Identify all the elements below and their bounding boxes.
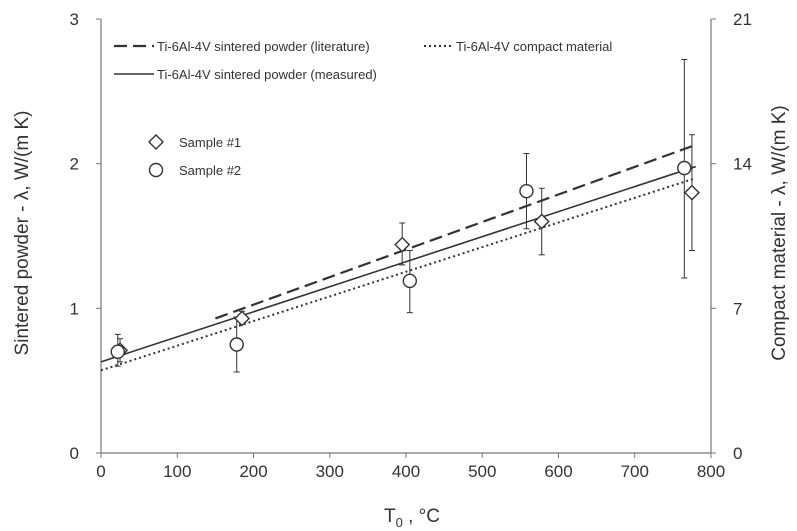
y-right-tick-label: 0 [733, 444, 742, 463]
fit-lines [100, 143, 697, 372]
data-point-circle [519, 183, 534, 199]
data-point-circle [229, 337, 244, 352]
y-left-tick-label: 1 [70, 299, 79, 318]
y-left-tick-label: 3 [70, 10, 79, 29]
y-axis-left-label: Sintered powder - λ, W/(m K) [12, 111, 33, 356]
y-right-tick-label: 14 [733, 155, 752, 174]
x-tick-label: 400 [392, 462, 420, 481]
data-point-circle [110, 344, 125, 359]
y-axis-right-label: Compact material - λ, W/(m K) [769, 105, 790, 360]
ticks: 0 100 200 300 400 500 600 700 800 0 1 2 3 0 7 14 21 [70, 10, 752, 481]
x-axis-label-main: T [384, 506, 396, 527]
data-point-circle [677, 160, 692, 176]
y-left-tick-label: 0 [70, 444, 79, 463]
legend-label: Ti-6Al-4V sintered powder (literature) [157, 39, 370, 54]
x-axis-label: T0 , °C [384, 506, 440, 530]
legend: Ti-6Al-4V sintered powder (literature) Ti… [114, 39, 612, 178]
legend-marker-circle [148, 162, 164, 178]
legend-label: Ti-6Al-4V compact material [456, 39, 612, 54]
legend-marker-diamond [148, 134, 164, 150]
data-point-diamond [533, 213, 550, 230]
y-right-tick-label: 7 [733, 299, 742, 318]
x-tick-label: 100 [163, 462, 191, 481]
data-point-circle [402, 273, 418, 289]
legend-label: Ti-6Al-4V sintered powder (measured) [157, 67, 377, 82]
x-tick-label: 200 [239, 462, 267, 481]
x-axis-label-subscript: 0 [396, 515, 403, 530]
x-tick-label: 700 [621, 462, 649, 481]
fit-line-dashed [215, 143, 697, 320]
y-left-tick-label: 2 [70, 155, 79, 174]
axes [100, 19, 712, 454]
data-markers [110, 160, 700, 359]
legend-label: Sample #2 [179, 163, 241, 178]
fit-line-dotted [100, 177, 697, 372]
data-point-diamond [394, 236, 411, 253]
data-point-diamond [683, 184, 700, 201]
x-tick-label: 500 [468, 462, 496, 481]
x-tick-label: 600 [544, 462, 572, 481]
data-point-diamond [234, 310, 251, 327]
error-bars [114, 59, 695, 373]
y-right-tick-label: 21 [733, 10, 752, 29]
x-axis-label-unit: , °C [403, 506, 440, 527]
fit-line-solid [100, 165, 696, 363]
x-tick-label: 0 [96, 462, 105, 481]
legend-label: Sample #1 [179, 135, 241, 150]
x-tick-label: 800 [697, 462, 725, 481]
x-tick-label: 300 [316, 462, 344, 481]
